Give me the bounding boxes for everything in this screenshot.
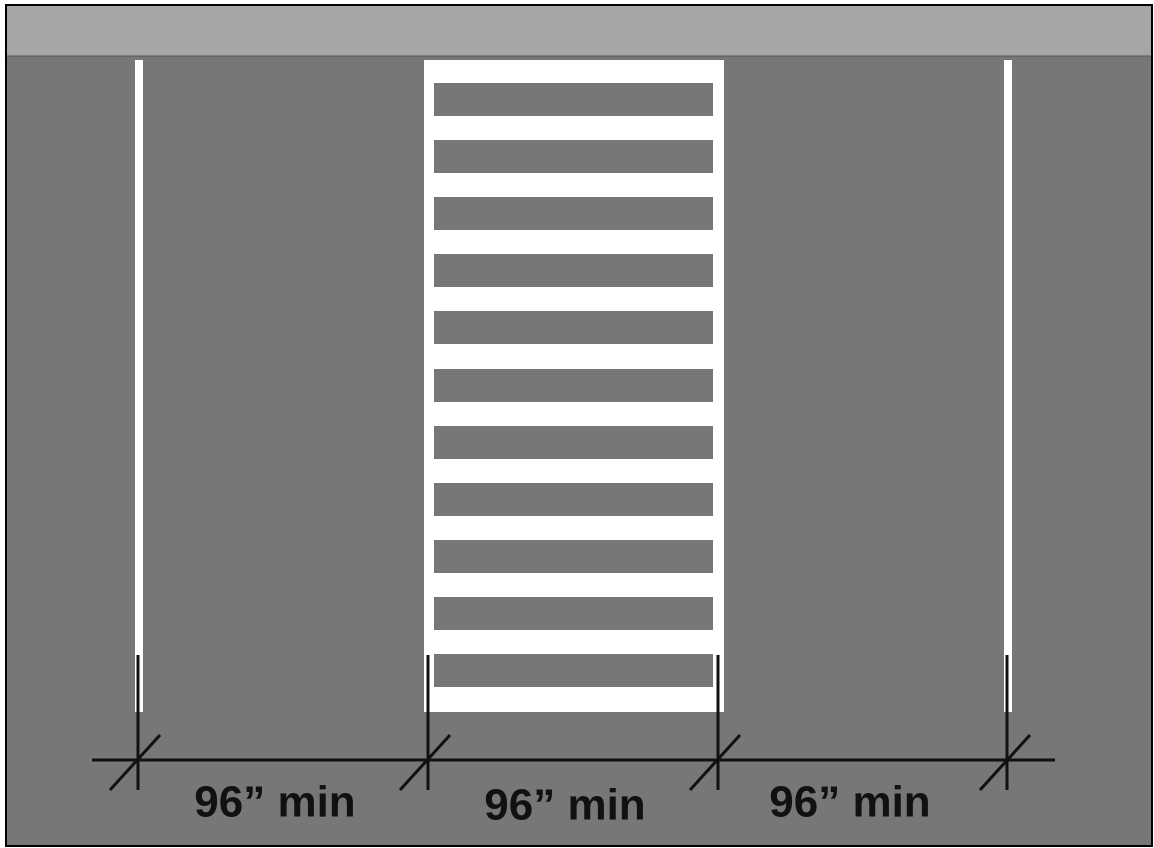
stripe-gap	[434, 254, 713, 287]
parking-line	[1004, 60, 1012, 712]
stripe-gap	[434, 140, 713, 173]
stripe-gap	[434, 654, 713, 687]
crosswalk	[424, 60, 724, 712]
stripe-gap	[434, 369, 713, 402]
dimension-label: 96” min	[194, 778, 355, 827]
stripe-gap	[434, 597, 713, 630]
stripe-gap	[434, 197, 713, 230]
stripe-gap	[434, 311, 713, 344]
dimension-label: 96” min	[769, 778, 930, 827]
stripe-gap	[434, 483, 713, 516]
tick	[978, 733, 1032, 792]
stripe-gap	[434, 540, 713, 573]
stripe-gap	[434, 426, 713, 459]
parking-line	[135, 60, 143, 712]
tick	[398, 733, 452, 792]
stripe-gap	[434, 83, 713, 116]
dimension-label: 96” min	[484, 781, 645, 830]
tick	[108, 733, 162, 792]
curb-band	[7, 6, 1151, 56]
dimension-lines	[92, 655, 1055, 792]
tick	[688, 733, 742, 792]
